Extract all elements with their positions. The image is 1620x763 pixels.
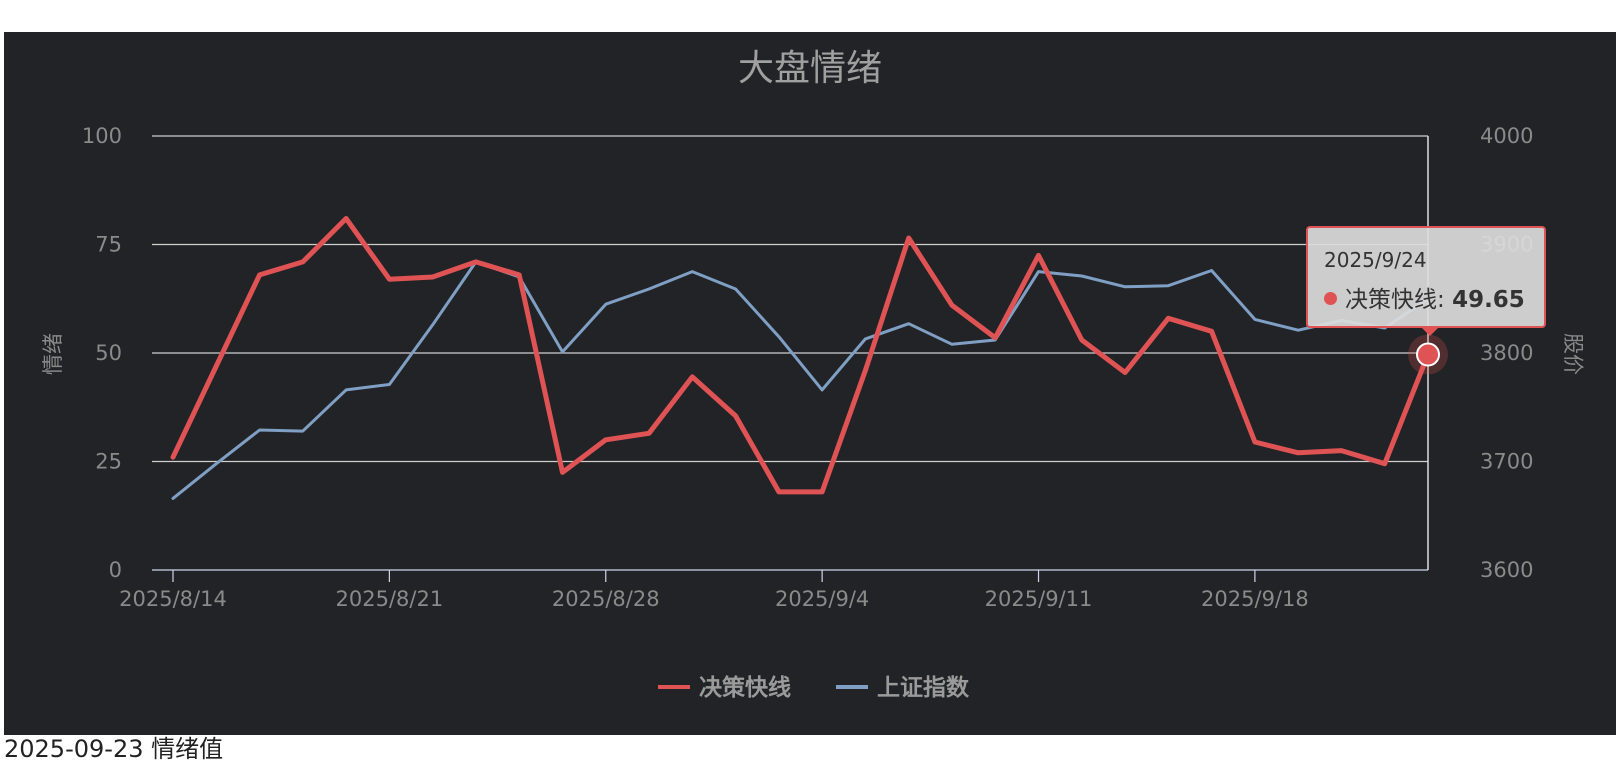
tooltip-arrow xyxy=(1420,326,1440,336)
series-layer xyxy=(170,216,1431,500)
tooltip-value: 49.65 xyxy=(1452,287,1525,313)
x-tick-label: 2025/9/4 xyxy=(775,587,869,611)
legend-label: 上证指数 xyxy=(877,675,970,701)
right-tick-label: 3800 xyxy=(1480,341,1533,365)
left-tick-label: 50 xyxy=(95,341,122,365)
tooltip-series-dot xyxy=(1324,292,1337,305)
x-axis: 2025/8/14 2025/8/21 2025/8/28 2025/9/4 2025/… xyxy=(119,570,1309,611)
right-axis-label: 股价 xyxy=(1561,333,1585,375)
tooltip-series-name: 决策快线 xyxy=(1345,287,1437,313)
tooltip: 2025/9/24 决策快线: 49.65 xyxy=(1306,226,1546,328)
left-tick-label: 0 xyxy=(109,558,122,582)
legend-label: 决策快线 xyxy=(699,674,791,701)
legend: 决策快线 上证指数 xyxy=(658,674,970,701)
left-axis-ticks: 0 25 50 75 100 xyxy=(82,124,122,582)
series-line-sentiment xyxy=(170,216,1431,495)
left-tick-label: 75 xyxy=(95,233,122,257)
tooltip-date: 2025/9/24 xyxy=(1324,248,1427,272)
x-tick-label: 2025/9/11 xyxy=(985,587,1093,611)
tooltip-separator: : xyxy=(1437,287,1445,313)
footer-caption: 2025-09-23 情绪值 xyxy=(4,735,224,763)
series-line-index xyxy=(171,260,1430,500)
x-tick-label: 2025/8/21 xyxy=(336,587,444,611)
left-axis-label: 情绪 xyxy=(41,333,65,375)
tooltip-row: 决策快线: 49.65 xyxy=(1324,280,1525,314)
right-tick-label: 3700 xyxy=(1480,450,1533,474)
chart-panel xyxy=(4,32,1616,735)
x-tick-label: 2025/8/14 xyxy=(119,587,227,611)
hover-point xyxy=(1416,342,1440,367)
right-tick-label: 3600 xyxy=(1480,558,1533,582)
chart-title: 大盘情绪 xyxy=(738,48,882,89)
grid-lines xyxy=(152,135,1428,571)
left-tick-label: 100 xyxy=(82,124,122,148)
hover-marker xyxy=(1408,334,1448,375)
right-axis-ticks: 36003700380039004000 xyxy=(1480,124,1533,582)
right-tick-label: 4000 xyxy=(1480,124,1533,148)
x-tick-label: 2025/8/28 xyxy=(552,587,660,611)
x-tick-label: 2025/9/18 xyxy=(1201,587,1309,611)
left-tick-label: 25 xyxy=(95,450,122,474)
